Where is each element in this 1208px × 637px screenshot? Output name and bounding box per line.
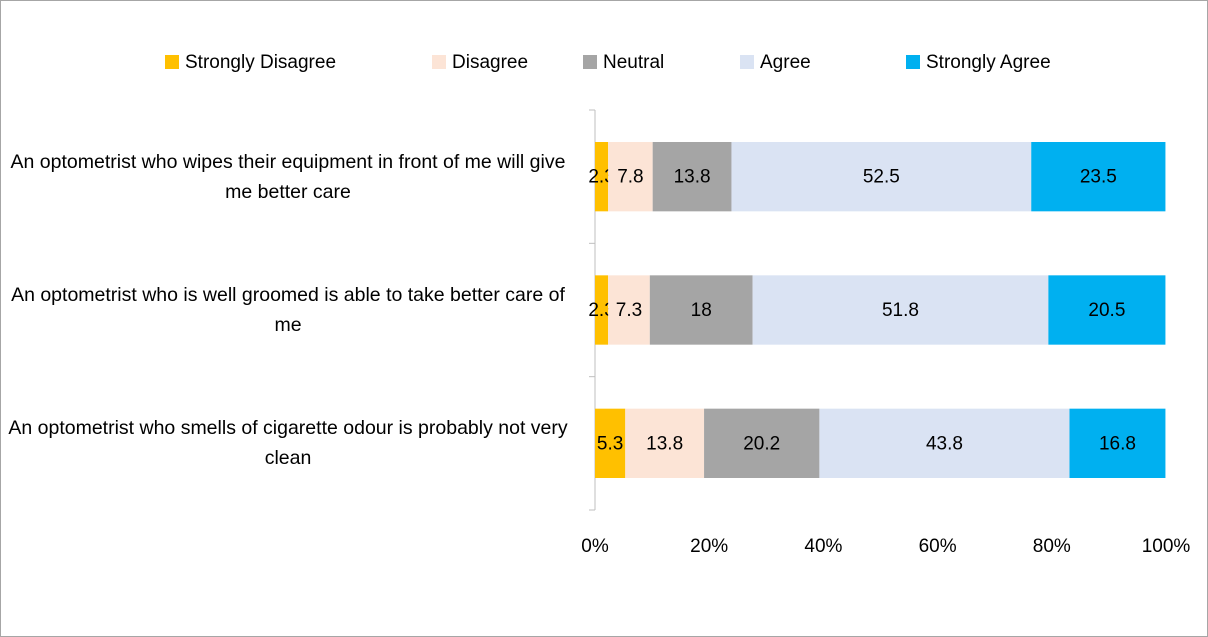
bar-segment: [752, 275, 1049, 345]
data-label: 51.8: [882, 300, 919, 321]
legend-swatch: [906, 55, 920, 69]
data-label: 16.8: [1099, 433, 1136, 454]
bar-segment: [1031, 142, 1166, 212]
data-label: 23.5: [1080, 167, 1117, 188]
data-label: 13.8: [646, 433, 683, 454]
data-label: 52.5: [863, 167, 900, 188]
x-tick-label: 80%: [1033, 536, 1071, 557]
data-label: 13.8: [674, 167, 711, 188]
legend-swatch: [432, 55, 446, 69]
x-tick-label: 60%: [919, 536, 957, 557]
legend-label: Strongly Agree: [926, 52, 1051, 73]
bar-segment: [1069, 408, 1166, 478]
legend-swatch: [583, 55, 597, 69]
legend-swatch: [740, 55, 754, 69]
data-label: 20.5: [1088, 300, 1125, 321]
bar-segment: [595, 142, 609, 212]
data-label: 18: [691, 300, 712, 321]
legend-label: Strongly Disagree: [185, 52, 336, 73]
bar-segment: [608, 275, 650, 345]
bar-segment: [595, 408, 626, 478]
category-label: An optometrist who smells of cigarette o…: [8, 417, 568, 470]
x-tick-label: 40%: [804, 536, 842, 557]
legend-label: Agree: [760, 52, 811, 73]
data-label: 5.3: [597, 433, 623, 454]
x-tick-label: 100%: [1142, 536, 1191, 557]
category-label: An optometrist who wipes their equipment…: [10, 150, 566, 203]
legend-label: Neutral: [603, 52, 664, 73]
x-tick-label: 0%: [581, 536, 609, 557]
bar-segment: [819, 408, 1070, 478]
bar-segment: [608, 142, 653, 212]
data-label: 20.2: [743, 433, 780, 454]
category-label: An optometrist who is well groomed is ab…: [11, 284, 565, 336]
data-label: 7.8: [617, 167, 643, 188]
bar-segment: [731, 142, 1032, 212]
legend-swatch: [165, 55, 179, 69]
bar-segment: [704, 408, 820, 478]
data-label: 7.3: [616, 300, 642, 321]
bar-segment: [625, 408, 705, 478]
data-label: 43.8: [926, 433, 963, 454]
bar-segment: [1048, 275, 1166, 345]
x-tick-label: 20%: [690, 536, 728, 557]
bar-segment: [595, 275, 609, 345]
bar-segment: [652, 142, 732, 212]
bar-segment: [649, 275, 753, 345]
legend-label: Disagree: [452, 52, 528, 73]
